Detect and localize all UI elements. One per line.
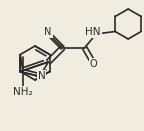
Text: N: N — [38, 71, 45, 81]
Text: O: O — [90, 59, 97, 69]
Text: N: N — [44, 27, 52, 37]
Text: NH₂: NH₂ — [13, 87, 33, 97]
Text: HN: HN — [85, 27, 101, 37]
